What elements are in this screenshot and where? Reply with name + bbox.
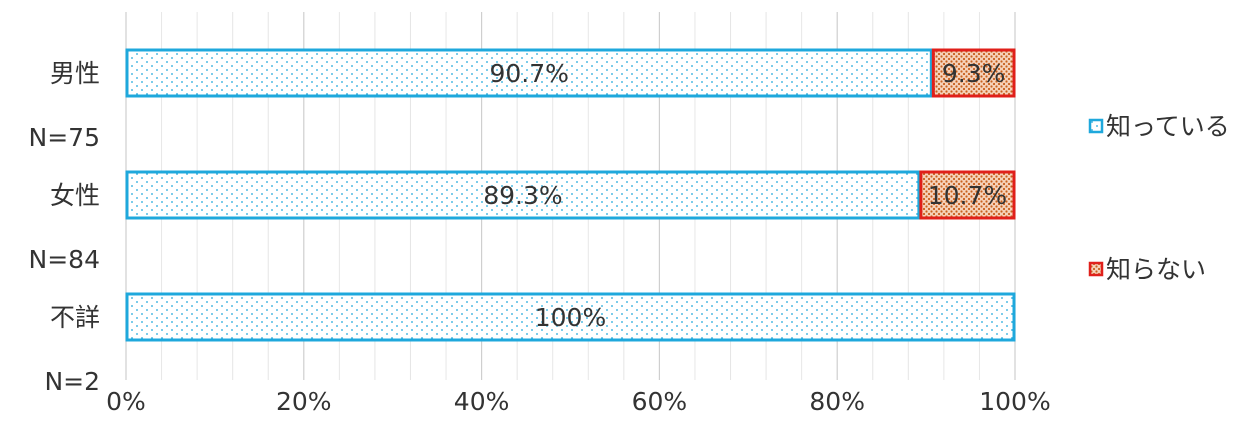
axis-labels: 男性 N=75 女性 N=84 不詳 N=20% 20% 40% 60% 80% 100% — [29, 59, 1051, 416]
legend-label: 知っている — [1106, 112, 1230, 141]
data-label: 9.3% — [942, 59, 1006, 88]
legend-swatch — [1088, 261, 1104, 277]
x-tick-label: 100% — [979, 387, 1050, 416]
legend-label: 知らない — [1106, 255, 1206, 284]
x-tick-label: 0% — [106, 387, 146, 416]
data-label: 89.3% — [483, 181, 562, 210]
category-note: N=75 — [29, 123, 100, 152]
category-label: 男性 — [50, 59, 100, 88]
x-tick-label: 60% — [632, 387, 688, 416]
legend-swatch — [1088, 118, 1104, 134]
data-label: 10.7% — [928, 181, 1007, 210]
bar-segment-know — [125, 292, 1016, 342]
category-label: 不詳 — [50, 303, 100, 332]
category-note: N=2 — [44, 367, 100, 396]
bar-segment-know — [125, 170, 921, 220]
x-tick-label: 80% — [809, 387, 865, 416]
data-label: 100% — [535, 303, 606, 332]
bar-segment-dont-know — [919, 170, 1016, 220]
bar-segment-know — [125, 48, 933, 98]
category-label: 女性 — [50, 181, 100, 210]
x-tick-label: 20% — [276, 387, 332, 416]
bars — [125, 48, 1016, 342]
data-label: 90.7% — [489, 59, 568, 88]
category-note: N=84 — [29, 245, 100, 274]
bar-segment-dont-know — [931, 48, 1016, 98]
x-tick-label: 40% — [454, 387, 510, 416]
data-labels: 90.7% 9.3% 89.3% 10.7% 100% — [483, 59, 1007, 332]
